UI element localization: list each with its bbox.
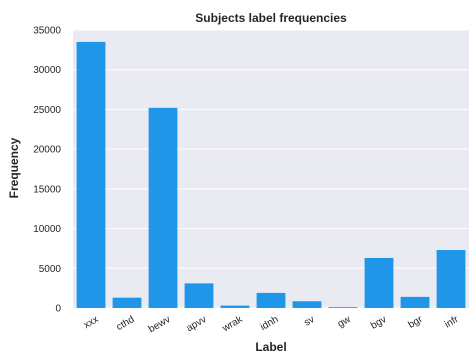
x-tick-label: apvv <box>185 314 209 334</box>
bar-xxx <box>76 41 106 309</box>
bar-sv <box>292 301 322 308</box>
bar-gw <box>328 307 358 309</box>
x-tick-label: cthd <box>115 314 137 333</box>
x-tick-label: infr <box>443 314 461 331</box>
bar-cthd <box>112 297 142 308</box>
gridlines <box>73 29 469 309</box>
y-tick-labels: 0 5000 10000 15000 20000 25000 30000 35000 <box>33 26 61 315</box>
y-tick-label: 30000 <box>33 65 61 76</box>
bar-bgr <box>400 296 430 308</box>
bar-wrak <box>220 305 250 308</box>
chart-title: Subjects label frequencies <box>195 11 347 25</box>
y-tick-label: 0 <box>55 304 61 315</box>
bar-bgv <box>364 257 394 308</box>
x-tick-label: gw <box>336 314 353 330</box>
y-tick-label: 35000 <box>33 26 61 37</box>
y-tick-label: 25000 <box>33 105 61 116</box>
x-tick-label: sv <box>302 314 316 329</box>
bar-infr <box>436 250 466 308</box>
bar-apvv <box>184 283 214 308</box>
bars <box>76 41 466 309</box>
y-tick-label: 10000 <box>33 224 61 235</box>
x-tick-label: bgv <box>369 314 388 332</box>
x-axis-label: Label <box>255 340 286 354</box>
y-axis-label: Frequency <box>7 137 21 198</box>
x-tick-label: xxx <box>82 314 100 331</box>
y-tick-label: 20000 <box>33 145 61 156</box>
bar-idnh <box>256 292 286 308</box>
x-tick-label: bewv <box>147 314 173 335</box>
y-tick-label: 15000 <box>33 184 61 195</box>
plot-background <box>73 30 469 308</box>
x-tick-label: wrak <box>220 314 246 335</box>
y-tick-label: 5000 <box>39 264 62 275</box>
x-tick-label: bgr <box>406 314 425 331</box>
x-tick-labels: xxx cthd bewv apvv wrak idnh sv gw bgv bgr infr <box>82 314 461 336</box>
x-tick-label: idnh <box>259 314 281 333</box>
bar-bewv <box>148 107 178 308</box>
